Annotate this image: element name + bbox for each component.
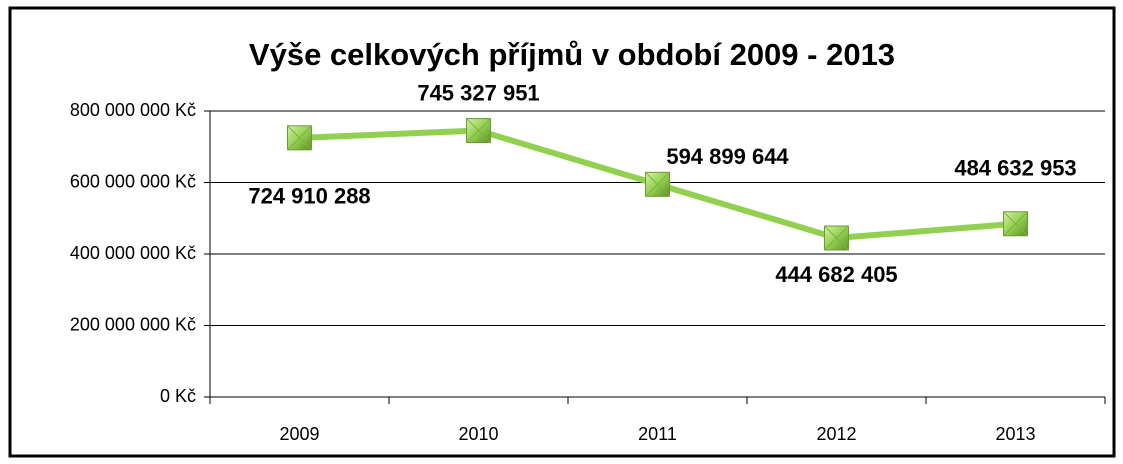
x-tick-label: 2010 bbox=[458, 424, 498, 444]
x-tick-label: 2009 bbox=[279, 424, 319, 444]
data-label: 745 327 951 bbox=[417, 80, 539, 105]
marker-cross bbox=[645, 171, 670, 197]
x-tick-label: 2013 bbox=[995, 424, 1035, 444]
x-tick-label: 2012 bbox=[816, 424, 856, 444]
data-label: 594 899 644 bbox=[666, 144, 789, 169]
chart-title: Výše celkových příjmů v období 2009 - 20… bbox=[249, 37, 895, 72]
marker-cross bbox=[824, 225, 849, 251]
marker-cross bbox=[287, 125, 312, 151]
y-tick-label: 600 000 000 Kč bbox=[70, 171, 196, 191]
marker-cross bbox=[466, 118, 491, 143]
x-tick-label: 2011 bbox=[638, 424, 677, 444]
y-tick-label: 800 000 000 Kč bbox=[70, 100, 196, 120]
y-tick-label: 200 000 000 Kč bbox=[70, 314, 196, 334]
y-tick-label: 0 Kč bbox=[160, 386, 196, 406]
data-label: 444 682 405 bbox=[775, 262, 897, 287]
data-label: 484 632 953 bbox=[954, 156, 1076, 181]
y-tick-label: 400 000 000 Kč bbox=[70, 243, 196, 263]
data-label: 724 910 288 bbox=[248, 184, 370, 209]
marker-cross bbox=[1003, 211, 1028, 237]
